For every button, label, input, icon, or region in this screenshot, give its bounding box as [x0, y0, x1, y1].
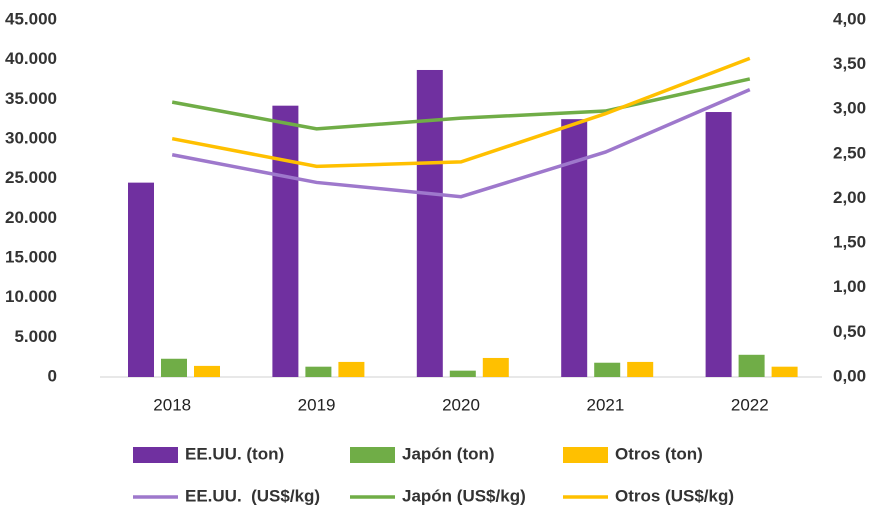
- line: [171, 56, 751, 169]
- x-tick-label: 2020: [442, 395, 480, 414]
- y2-tick-label: 0,50: [833, 322, 866, 341]
- legend-swatch: [563, 447, 608, 463]
- y-tick-label: 20.000: [5, 208, 57, 227]
- bar: [128, 182, 154, 377]
- bar: [416, 69, 443, 377]
- line: [171, 77, 751, 131]
- bar: [272, 105, 299, 378]
- y-tick-label: 15.000: [5, 247, 57, 266]
- bar: [594, 362, 621, 377]
- y2-tick-label: 4,00: [833, 9, 866, 28]
- bar: [305, 366, 332, 377]
- x-tick-label: 2022: [731, 395, 769, 414]
- legend-label: Japón (US$/kg): [402, 486, 526, 505]
- y-tick-label: 40.000: [5, 49, 57, 68]
- y-tick-label: 35.000: [5, 89, 57, 108]
- bar: [771, 366, 798, 377]
- legend-label: Otros (US$/kg): [615, 486, 734, 505]
- y2-tick-label: 2,50: [833, 143, 866, 162]
- y2-tick-label: 2,00: [833, 188, 866, 207]
- x-tick-label: 2021: [586, 395, 624, 414]
- y-tick-label: 30.000: [5, 128, 57, 147]
- bar: [482, 357, 509, 377]
- y2-tick-label: 3,50: [833, 54, 866, 73]
- bar: [194, 365, 220, 377]
- y2-tick-label: 0,00: [833, 366, 866, 385]
- y-tick-label: 0: [48, 366, 57, 385]
- legend-label: Japón (ton): [402, 444, 495, 463]
- y-tick-label: 10.000: [5, 287, 57, 306]
- bar: [338, 361, 365, 377]
- line: [171, 88, 751, 199]
- bar: [161, 358, 187, 377]
- y-tick-label: 25.000: [5, 168, 57, 187]
- legend-swatch: [350, 447, 395, 463]
- bar: [705, 112, 732, 377]
- y2-tick-label: 1,50: [833, 233, 866, 252]
- legend-label: Otros (ton): [615, 444, 703, 463]
- x-tick-label: 2018: [153, 395, 191, 414]
- x-tick-label: 2019: [298, 395, 336, 414]
- y-tick-label: 45.000: [5, 9, 57, 28]
- y2-tick-label: 3,00: [833, 99, 866, 118]
- legend-label: EE.UU. (ton): [185, 444, 284, 463]
- legend-label: EE.UU. (US$/kg): [185, 486, 320, 505]
- y2-tick-label: 1,00: [833, 277, 866, 296]
- bar: [449, 370, 476, 377]
- bar: [738, 354, 765, 377]
- legend-swatch: [133, 447, 178, 463]
- y-tick-label: 5.000: [14, 327, 57, 346]
- bar: [627, 361, 654, 377]
